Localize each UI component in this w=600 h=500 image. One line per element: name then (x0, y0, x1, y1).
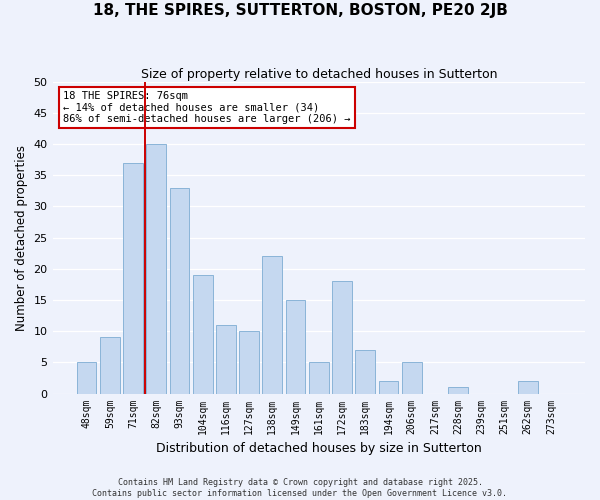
Text: 18, THE SPIRES, SUTTERTON, BOSTON, PE20 2JB: 18, THE SPIRES, SUTTERTON, BOSTON, PE20 … (92, 2, 508, 18)
Bar (262, 256, 282, 394)
Bar (286, 300, 305, 394)
Bar (123, 163, 143, 394)
Bar (146, 144, 166, 394)
Y-axis label: Number of detached properties: Number of detached properties (15, 144, 28, 330)
Text: 18 THE SPIRES: 76sqm
← 14% of detached houses are smaller (34)
86% of semi-detac: 18 THE SPIRES: 76sqm ← 14% of detached h… (63, 91, 350, 124)
Bar (77, 362, 97, 394)
Bar (239, 331, 259, 394)
Bar (448, 388, 468, 394)
Bar (402, 362, 422, 394)
Bar (379, 381, 398, 394)
Text: Contains HM Land Registry data © Crown copyright and database right 2025.
Contai: Contains HM Land Registry data © Crown c… (92, 478, 508, 498)
Bar (100, 338, 119, 394)
Bar (309, 362, 329, 394)
Bar (355, 350, 375, 394)
Bar (332, 282, 352, 394)
Bar (216, 325, 236, 394)
X-axis label: Distribution of detached houses by size in Sutterton: Distribution of detached houses by size … (156, 442, 482, 455)
Bar (170, 188, 190, 394)
Bar (518, 381, 538, 394)
Title: Size of property relative to detached houses in Sutterton: Size of property relative to detached ho… (140, 68, 497, 80)
Bar (193, 275, 212, 394)
